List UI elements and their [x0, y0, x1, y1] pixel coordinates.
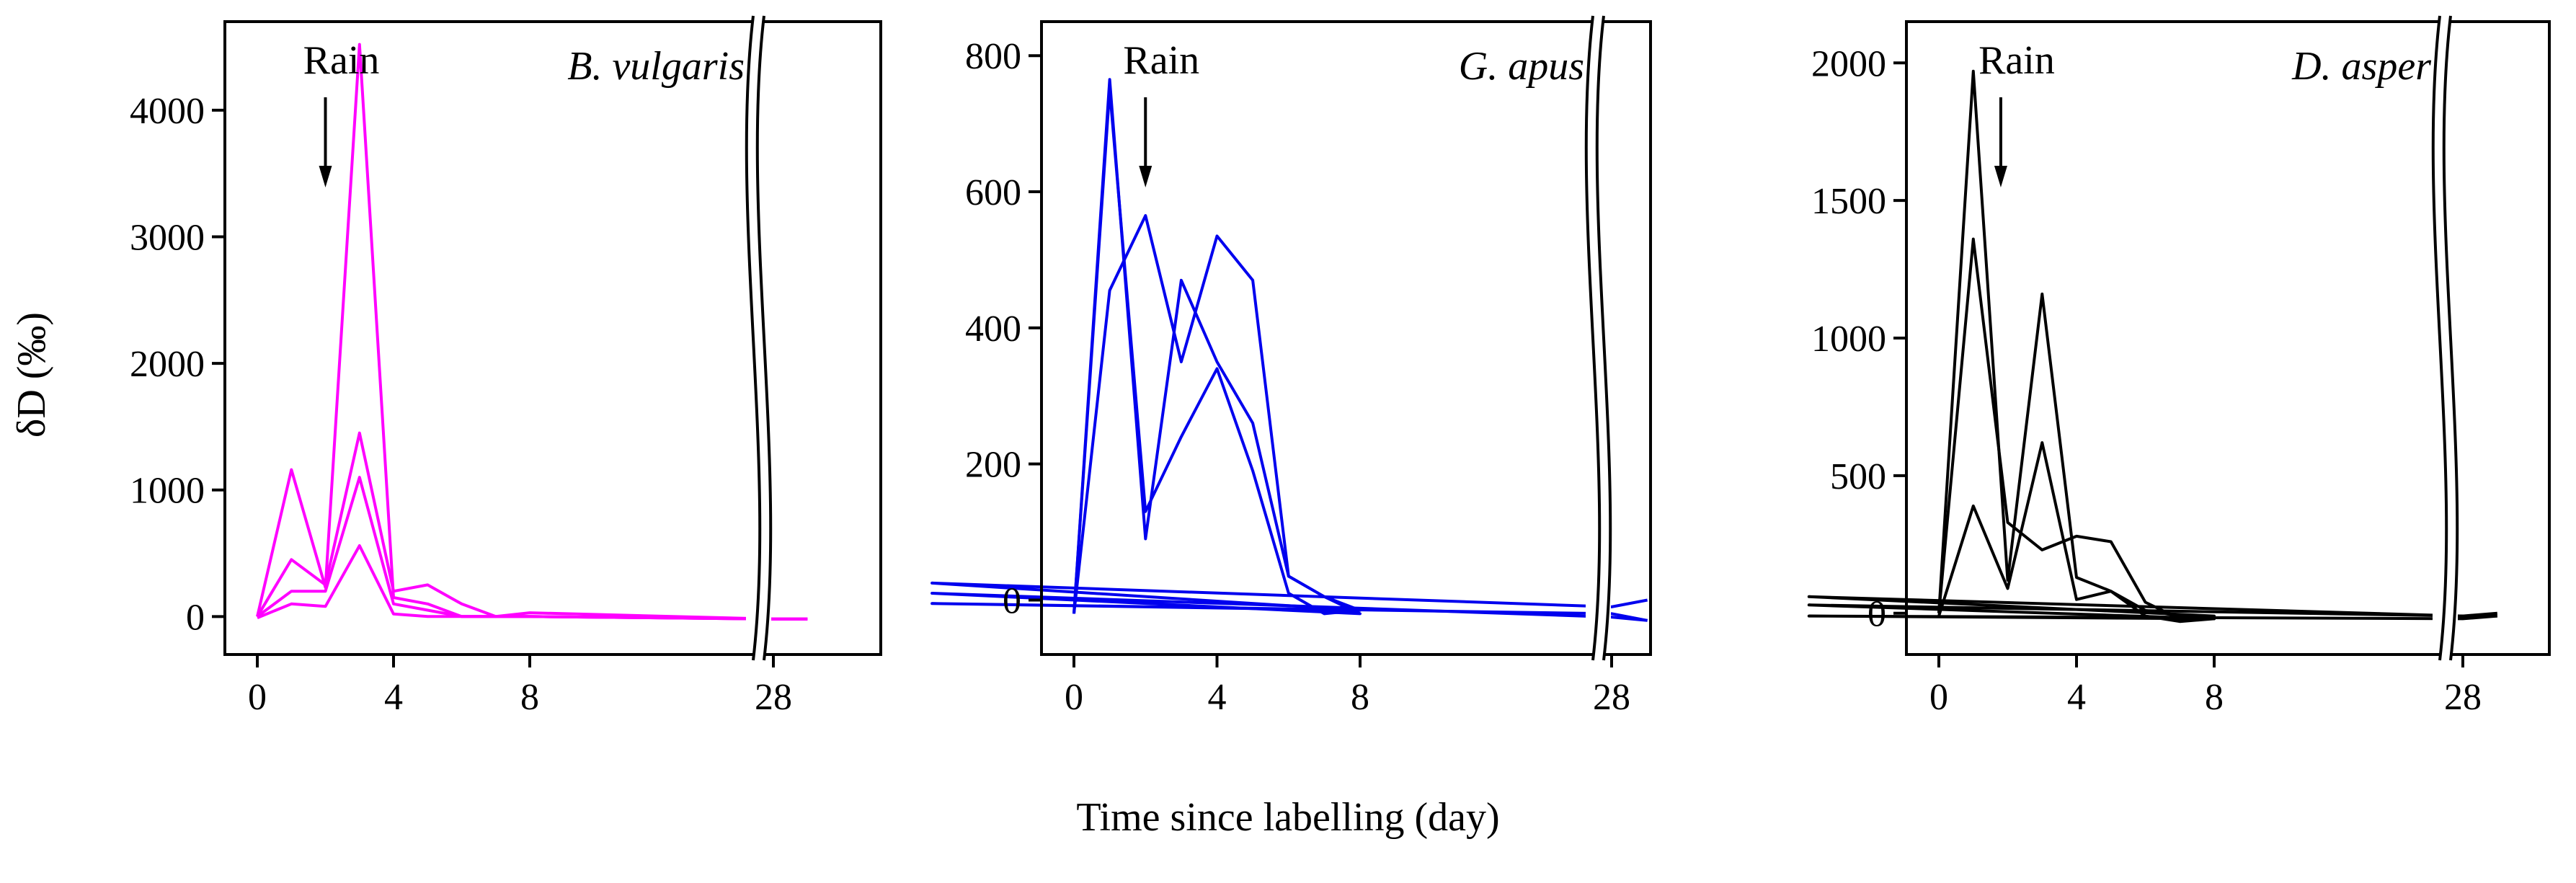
- y-tick-label: 0: [186, 597, 205, 638]
- x-tick-label: 8: [520, 677, 539, 718]
- y-tick-label: 400: [965, 309, 1021, 350]
- x-tick-label: 4: [384, 677, 403, 718]
- y-tick-label: 4000: [130, 91, 205, 132]
- series-line-2: [931, 214, 1648, 622]
- axes-frame-right: [1602, 20, 1652, 656]
- series-line-3: [931, 88, 1648, 622]
- series-line-1: [256, 43, 808, 621]
- series-line-3: [1807, 441, 2497, 624]
- rain-arrow-head: [1139, 166, 1152, 187]
- y-tick-label: 2000: [1811, 43, 1886, 84]
- x-tick-label: 28: [1593, 677, 1630, 718]
- panel-2: 0 200 400 600 800 0 4 8 28 G. apus Rain: [931, 15, 1652, 718]
- series-line-3: [256, 476, 808, 621]
- series-line-1: [931, 78, 1648, 614]
- axes-frame-right: [763, 20, 882, 656]
- y-tick-label: 1000: [130, 471, 205, 512]
- x-tick-label: 28: [2444, 677, 2482, 718]
- y-tick-label: 1500: [1811, 181, 1886, 222]
- y-tick-label: 0: [1867, 594, 1886, 635]
- series-line-1: [1807, 69, 2497, 618]
- y-tick-label: 500: [1830, 456, 1886, 497]
- y-tick-label: 3000: [130, 218, 205, 259]
- y-tick-label: 800: [965, 36, 1021, 77]
- y-tick-label: 200: [965, 445, 1021, 486]
- axis-break-mark-2: [755, 15, 773, 661]
- axes-frame-left: [1040, 20, 1594, 656]
- x-tick-label: 0: [1929, 677, 1948, 718]
- x-tick-label: 4: [1208, 677, 1227, 718]
- axes-frame-right: [2449, 20, 2551, 656]
- rain-label: Rain: [1123, 38, 1199, 83]
- y-tick-label: 0: [1003, 580, 1021, 621]
- y-tick-label: 600: [965, 172, 1021, 213]
- x-tick-label: 0: [248, 677, 267, 718]
- axis-break-mark-2: [2442, 15, 2459, 661]
- x-axis-title: Time since labelling (day): [1076, 795, 1499, 840]
- axis-break-mark-1: [745, 15, 762, 661]
- x-tick-label: 0: [1065, 677, 1083, 718]
- rain-label: Rain: [303, 38, 380, 83]
- y-axis-title: δD (‰): [9, 312, 54, 438]
- axis-break-mark-1: [2431, 15, 2448, 661]
- y-tick-label: 1000: [1811, 319, 1886, 360]
- axes-frame-left: [223, 20, 755, 656]
- panel-title: B. vulgaris: [567, 44, 745, 89]
- series-line-4: [257, 544, 808, 621]
- series-line-2: [1807, 237, 2497, 621]
- axis-break-mark-2: [1595, 15, 1612, 661]
- x-tick-label: 8: [2205, 677, 2224, 718]
- rain-arrow-head: [1994, 166, 2007, 187]
- series-line-2: [256, 431, 808, 621]
- axis-break-mark-1: [1584, 15, 1602, 661]
- panel-3: 0 500 1000 1500 2000 0 4 8 28 D. asper Rain: [1807, 15, 2551, 718]
- x-tick-label: 8: [1351, 677, 1369, 718]
- rain-label: Rain: [1978, 38, 2055, 83]
- panel-title: G. apus: [1459, 44, 1584, 89]
- x-tick-label: 28: [755, 677, 792, 718]
- x-tick-label: 4: [2067, 677, 2086, 718]
- rain-arrow-head: [319, 166, 332, 187]
- panel-1: 0 1000 2000 3000 4000 0 4 8 28 B. vulgaris Rain: [130, 15, 882, 718]
- panel-title: D. asper: [2291, 44, 2431, 89]
- y-tick-label: 2000: [130, 344, 205, 385]
